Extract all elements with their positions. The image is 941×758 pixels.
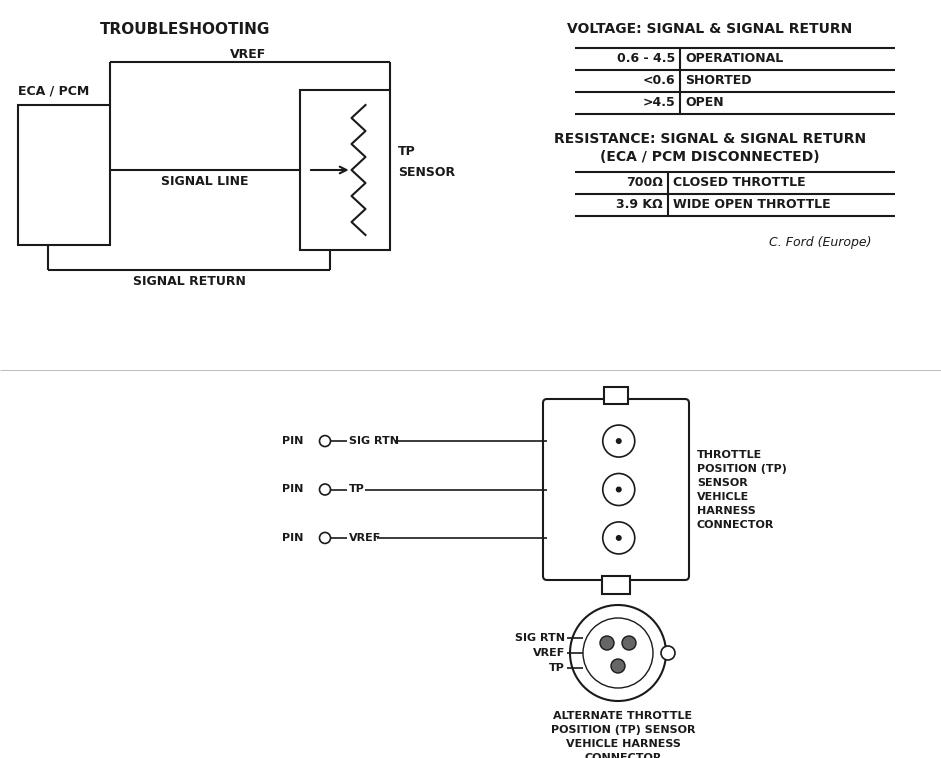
- Text: RESISTANCE: SIGNAL & SIGNAL RETURN: RESISTANCE: SIGNAL & SIGNAL RETURN: [554, 132, 866, 146]
- Text: SIGNAL RETURN: SIGNAL RETURN: [133, 275, 246, 288]
- Circle shape: [603, 474, 635, 506]
- Text: VREF: VREF: [230, 48, 266, 61]
- Text: (ECA / PCM DISCONNECTED): (ECA / PCM DISCONNECTED): [600, 150, 820, 164]
- Circle shape: [615, 438, 622, 444]
- Text: VOLTAGE: SIGNAL & SIGNAL RETURN: VOLTAGE: SIGNAL & SIGNAL RETURN: [567, 22, 853, 36]
- Text: TP
SENSOR: TP SENSOR: [398, 145, 455, 179]
- Circle shape: [622, 636, 636, 650]
- Text: ECA / PCM: ECA / PCM: [18, 85, 89, 98]
- Circle shape: [320, 436, 330, 446]
- Circle shape: [603, 425, 635, 457]
- Text: THROTTLE
POSITION (TP)
SENSOR
VEHICLE
HARNESS
CONNECTOR: THROTTLE POSITION (TP) SENSOR VEHICLE HA…: [697, 449, 787, 530]
- Bar: [602, 576, 630, 594]
- Circle shape: [611, 659, 625, 673]
- Text: SIGNAL LINE: SIGNAL LINE: [161, 175, 248, 188]
- Text: 0.6 - 4.5: 0.6 - 4.5: [616, 52, 675, 65]
- Text: OPERATIONAL: OPERATIONAL: [685, 52, 783, 65]
- Bar: [18, 105, 110, 245]
- Circle shape: [615, 535, 622, 541]
- Text: C. Ford (Europe): C. Ford (Europe): [769, 236, 871, 249]
- Circle shape: [583, 618, 653, 688]
- Text: PIN: PIN: [282, 484, 304, 494]
- Text: TP: TP: [349, 484, 365, 494]
- Bar: [604, 387, 628, 404]
- Text: WIDE OPEN THROTTLE: WIDE OPEN THROTTLE: [673, 199, 831, 211]
- Circle shape: [570, 605, 666, 701]
- Circle shape: [320, 484, 330, 495]
- Circle shape: [600, 636, 614, 650]
- Text: PIN: PIN: [282, 436, 304, 446]
- Text: SIG RTN: SIG RTN: [515, 633, 565, 643]
- Text: CLOSED THROTTLE: CLOSED THROTTLE: [673, 177, 805, 190]
- Text: SHORTED: SHORTED: [685, 74, 752, 87]
- Text: >4.5: >4.5: [643, 96, 675, 109]
- Bar: [300, 90, 390, 250]
- Text: VREF: VREF: [533, 648, 565, 658]
- Circle shape: [615, 487, 622, 493]
- Circle shape: [661, 646, 675, 660]
- Text: TP: TP: [550, 663, 565, 673]
- Text: TROUBLESHOOTING: TROUBLESHOOTING: [100, 22, 270, 37]
- Text: OPEN: OPEN: [685, 96, 724, 109]
- Text: 3.9 KΩ: 3.9 KΩ: [616, 199, 663, 211]
- FancyBboxPatch shape: [543, 399, 689, 580]
- Circle shape: [603, 522, 635, 554]
- Text: 700Ω: 700Ω: [626, 177, 663, 190]
- Text: <0.6: <0.6: [643, 74, 675, 87]
- Text: ALTERNATE THROTTLE
POSITION (TP) SENSOR
VEHICLE HARNESS
CONNECTOR: ALTERNATE THROTTLE POSITION (TP) SENSOR …: [550, 711, 695, 758]
- Text: VREF: VREF: [349, 533, 381, 543]
- Circle shape: [320, 532, 330, 543]
- Text: PIN: PIN: [282, 533, 304, 543]
- Text: SIG RTN: SIG RTN: [349, 436, 399, 446]
